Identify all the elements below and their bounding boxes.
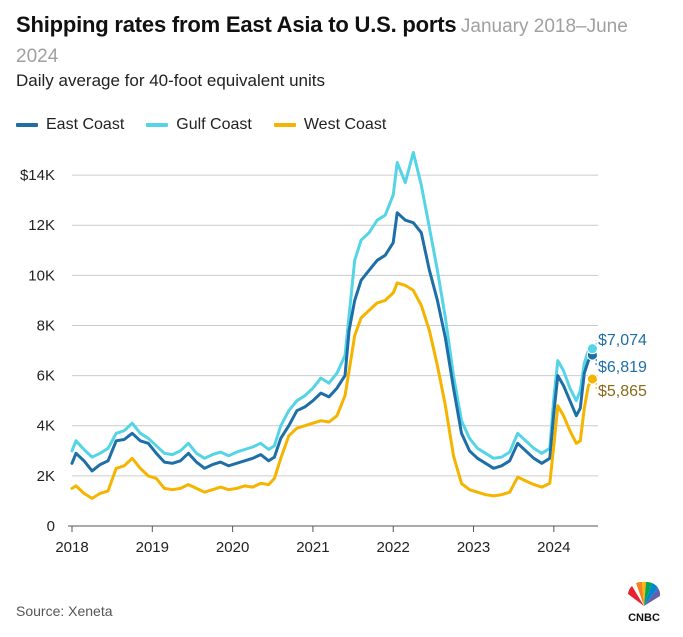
end-marker-west-coast <box>586 373 598 385</box>
legend-item-gulf-coast: Gulf Coast <box>146 116 252 134</box>
x-tick-label-2023: 2023 <box>457 539 490 556</box>
chart-title-block: Shipping rates from East Asia to U.S. po… <box>16 10 666 72</box>
legend-label-gulf-coast: Gulf Coast <box>176 116 252 133</box>
x-tick-label-2024: 2024 <box>537 539 570 556</box>
source-note: Source: Xeneta <box>16 603 113 619</box>
y-tick-label-10000: 10K <box>28 267 55 284</box>
y-tick-label-2000: 2K <box>37 468 55 485</box>
y-tick-label-4000: 4K <box>37 418 55 435</box>
series-line-gulf-coast <box>70 151 594 460</box>
legend-swatch-east-coast <box>16 123 38 127</box>
x-tick-label-2020: 2020 <box>216 539 249 556</box>
line-chart: 0 2K 4K 6K 8K 10K 12K $14K 2018 2019 2020 2021 2022 2… <box>20 151 647 556</box>
chart-legend: East Coast Gulf Coast West Coast <box>16 116 386 134</box>
end-label-gulf-coast: $7,074 <box>598 332 647 349</box>
y-tick-label-8000: 8K <box>37 317 55 334</box>
end-marker-gulf-coast <box>586 343 598 355</box>
y-tick-label-6000: 6K <box>37 368 55 385</box>
y-tick-label-12000: 12K <box>28 217 55 234</box>
chart-date-range: January 2018–June 2024 <box>16 16 628 67</box>
end-label-west-coast: $5,865 <box>598 383 647 400</box>
x-tick-label-2022: 2022 <box>377 539 410 556</box>
y-tick-label-14000: $14K <box>20 167 55 184</box>
end-label-east-coast: $6,819 <box>598 359 647 376</box>
chart-title: Shipping rates from East Asia to U.S. po… <box>16 12 457 37</box>
x-tick-label-2021: 2021 <box>296 539 329 556</box>
legend-item-west-coast: West Coast <box>273 116 387 134</box>
chart-subtitle: Daily average for 40-foot equivalent uni… <box>16 71 326 90</box>
cnbc-peacock-logo-icon: CNBC <box>628 581 661 624</box>
legend-item-east-coast: East Coast <box>16 116 124 134</box>
legend-swatch-gulf-coast <box>146 123 169 127</box>
legend-swatch-west-coast <box>273 123 296 127</box>
y-tick-label-0: 0 <box>47 518 55 535</box>
x-tick-label-2018: 2018 <box>55 539 88 556</box>
cnbc-logo-text: CNBC <box>628 612 660 624</box>
legend-label-west-coast: West Coast <box>303 116 387 133</box>
legend-label-east-coast: East Coast <box>46 116 125 133</box>
series-line-west-coast <box>70 281 594 500</box>
x-tick-label-2019: 2019 <box>136 539 169 556</box>
series-line-east-coast <box>70 211 594 473</box>
